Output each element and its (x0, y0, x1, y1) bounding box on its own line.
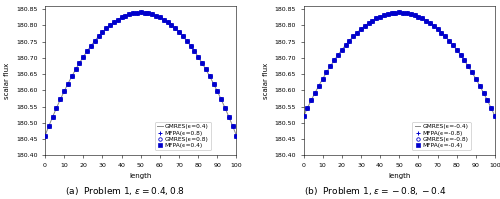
MFPA(ϵ=0.8) (138, 11, 143, 14)
GMRES(ϵ=-0.8) (358, 28, 364, 30)
GMRES(ϵ=0.8) (100, 31, 105, 33)
Text: (b)  Problem 1, $\epsilon = -0.8, -0.4$: (b) Problem 1, $\epsilon = -0.8, -0.4$ (304, 185, 446, 197)
GMRES(ϵ=0.4) (42, 135, 48, 137)
Line: GMRES(ϵ=-0.4): GMRES(ϵ=-0.4) (304, 13, 495, 116)
MFPA(ϵ=-0.8) (492, 115, 498, 117)
Line: MFPA(ϵ=0.8): MFPA(ϵ=0.8) (44, 11, 238, 138)
Y-axis label: scalar flux: scalar flux (263, 62, 269, 99)
GMRES(ϵ=0.8) (104, 27, 110, 30)
MFPA(ϵ=-0.8) (442, 35, 448, 38)
MFPA(ϵ=-0.4) (362, 25, 368, 27)
MFPA(ϵ=0.4) (172, 27, 178, 30)
GMRES(ϵ=0.8) (138, 11, 143, 14)
MFPA(ϵ=-0.4) (358, 28, 364, 30)
GMRES(ϵ=-0.4) (446, 39, 452, 42)
MFPA(ϵ=-0.4) (492, 115, 498, 117)
MFPA(ϵ=-0.4) (442, 35, 448, 38)
GMRES(ϵ=0.4) (178, 33, 184, 35)
MFPA(ϵ=0.4) (138, 11, 143, 14)
GMRES(ϵ=-0.8) (430, 25, 436, 27)
X-axis label: length: length (388, 173, 410, 179)
MFPA(ϵ=-0.4) (488, 107, 494, 109)
MFPA(ϵ=0.8) (172, 27, 178, 30)
GMRES(ϵ=-0.8) (396, 11, 402, 14)
Line: GMRES(ϵ=-0.8): GMRES(ϵ=-0.8) (302, 11, 496, 118)
MFPA(ϵ=0.4) (42, 135, 48, 137)
GMRES(ϵ=0.8) (84, 50, 90, 52)
MFPA(ϵ=0.8) (104, 27, 110, 30)
GMRES(ϵ=-0.8) (342, 44, 348, 46)
MFPA(ϵ=0.4) (230, 125, 235, 127)
MFPA(ϵ=-0.4) (342, 44, 348, 46)
GMRES(ϵ=-0.8) (362, 25, 368, 27)
MFPA(ϵ=0.4) (84, 50, 90, 52)
Line: MFPA(ϵ=-0.8): MFPA(ϵ=-0.8) (302, 11, 496, 118)
GMRES(ϵ=0.4) (234, 135, 239, 137)
MFPA(ϵ=0.4) (184, 40, 190, 42)
GMRES(ϵ=0.4) (159, 17, 165, 20)
GMRES(ϵ=-0.8) (492, 115, 498, 117)
MFPA(ϵ=-0.4) (396, 11, 402, 14)
X-axis label: length: length (130, 173, 152, 179)
Y-axis label: scalar flux: scalar flux (4, 62, 10, 99)
MFPA(ϵ=-0.8) (300, 115, 306, 117)
GMRES(ϵ=0.8) (234, 135, 239, 137)
GMRES(ϵ=-0.8) (442, 35, 448, 38)
GMRES(ϵ=-0.4) (300, 115, 306, 117)
MFPA(ϵ=0.4) (234, 135, 239, 137)
GMRES(ϵ=-0.4) (388, 12, 394, 14)
Line: MFPA(ϵ=-0.4): MFPA(ϵ=-0.4) (302, 11, 496, 118)
MFPA(ϵ=-0.8) (396, 11, 402, 14)
MFPA(ϵ=-0.8) (342, 44, 348, 46)
GMRES(ϵ=0.4) (188, 45, 194, 47)
GMRES(ϵ=-0.8) (300, 115, 306, 117)
GMRES(ϵ=-0.4) (314, 88, 320, 90)
MFPA(ϵ=0.8) (234, 135, 239, 137)
GMRES(ϵ=0.4) (56, 102, 62, 105)
Line: MFPA(ϵ=0.4): MFPA(ϵ=0.4) (44, 11, 238, 138)
GMRES(ϵ=-0.4) (492, 115, 498, 117)
MFPA(ϵ=0.8) (230, 125, 235, 127)
GMRES(ϵ=0.8) (42, 135, 48, 137)
GMRES(ϵ=-0.4) (348, 37, 354, 40)
GMRES(ϵ=0.4) (138, 11, 143, 14)
GMRES(ϵ=-0.4) (418, 16, 424, 19)
GMRES(ϵ=0.8) (184, 40, 190, 42)
GMRES(ϵ=0.8) (172, 27, 178, 30)
MFPA(ϵ=-0.8) (358, 28, 364, 30)
MFPA(ϵ=-0.8) (430, 25, 436, 27)
MFPA(ϵ=-0.4) (300, 115, 306, 117)
GMRES(ϵ=0.4) (90, 42, 96, 45)
MFPA(ϵ=0.8) (42, 135, 48, 137)
GMRES(ϵ=0.4) (130, 12, 136, 15)
MFPA(ϵ=-0.8) (488, 107, 494, 109)
MFPA(ϵ=0.4) (100, 31, 105, 33)
Line: GMRES(ϵ=0.4): GMRES(ϵ=0.4) (45, 13, 236, 136)
MFPA(ϵ=0.8) (84, 50, 90, 52)
Line: GMRES(ϵ=0.8): GMRES(ϵ=0.8) (44, 11, 238, 138)
Legend: GMRES(ϵ=-0.4), MFPA(ϵ=-0.8), GMRES(ϵ=-0.8), MFPA(ϵ=-0.4): GMRES(ϵ=-0.4), MFPA(ϵ=-0.8), GMRES(ϵ=-0.… (412, 122, 470, 150)
GMRES(ϵ=-0.4) (436, 30, 442, 32)
MFPA(ϵ=0.8) (184, 40, 190, 42)
Text: (a)  Problem 1, $\epsilon = 0.4, 0.8$: (a) Problem 1, $\epsilon = 0.4, 0.8$ (65, 185, 185, 197)
GMRES(ϵ=0.8) (230, 125, 235, 127)
GMRES(ϵ=-0.8) (488, 107, 494, 109)
MFPA(ϵ=0.4) (104, 27, 110, 30)
Legend: GMRES(ϵ=0.4), MFPA(ϵ=0.8), GMRES(ϵ=0.8), MFPA(ϵ=0.4): GMRES(ϵ=0.4), MFPA(ϵ=0.8), GMRES(ϵ=0.8),… (155, 122, 211, 150)
MFPA(ϵ=-0.8) (362, 25, 368, 27)
MFPA(ϵ=0.8) (100, 31, 105, 33)
GMRES(ϵ=-0.4) (396, 11, 402, 14)
MFPA(ϵ=-0.4) (430, 25, 436, 27)
